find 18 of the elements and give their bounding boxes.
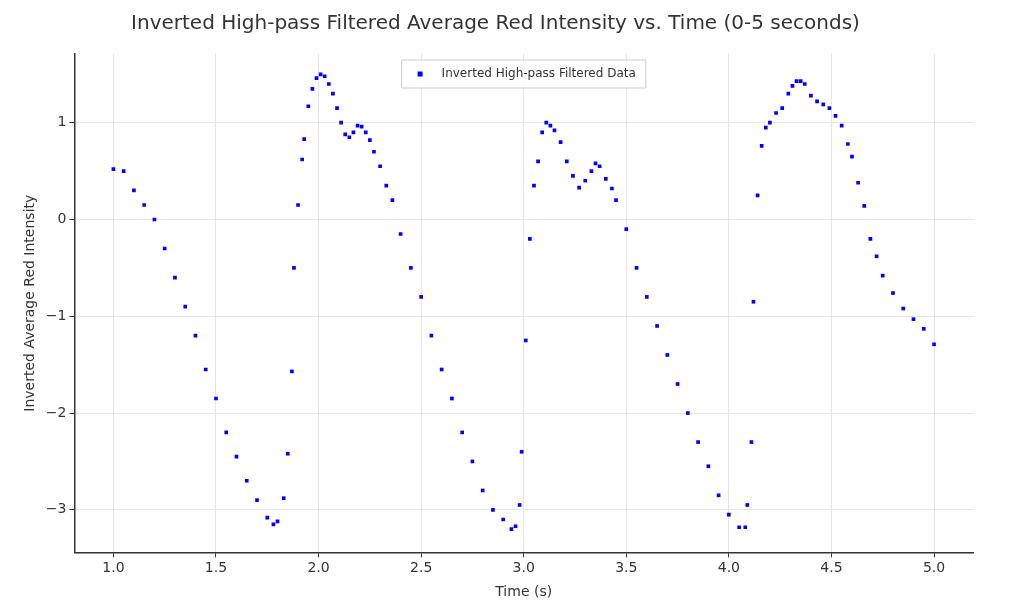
x-tick-label: 4.5	[820, 559, 843, 576]
x-tick-label: 1.5	[204, 559, 228, 576]
x-tick-label: 4.0	[717, 559, 740, 576]
y-tick-label: 1	[57, 113, 67, 130]
x-tick-label: 2.0	[307, 559, 330, 576]
x-tick-label: 3.0	[512, 559, 535, 576]
y-tick-label: −3	[45, 500, 67, 517]
x-axis-title: Time (s)	[494, 583, 553, 600]
x-tick-label: 1.0	[102, 559, 125, 576]
y-axis-title: Inverted Average Red Intensity	[21, 194, 38, 412]
chart-title: Inverted High-pass Filtered Average Red Intensity vs. Time (0-5 seconds)	[131, 10, 860, 35]
x-tick-label: 5.0	[922, 559, 946, 576]
y-tick-label: −2	[45, 403, 67, 420]
x-tick-label: 3.5	[615, 559, 638, 576]
legend-label: Inverted High-pass Filtered Data	[441, 66, 636, 81]
y-tick-label: −1	[45, 306, 67, 323]
y-tick-label: 0	[57, 210, 67, 227]
x-tick-label: 2.5	[410, 559, 433, 576]
